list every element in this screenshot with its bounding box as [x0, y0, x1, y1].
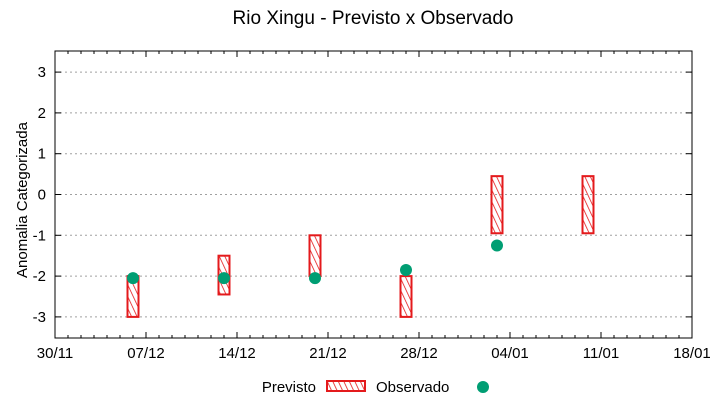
previsto-box [490, 175, 504, 235]
x-tick-label: 21/12 [309, 345, 347, 362]
x-tick-label: 30/11 [37, 345, 73, 362]
x-tick-label: 11/01 [583, 345, 619, 362]
y-axis-label: Anomalia Categorizada [14, 121, 31, 278]
previsto-series [126, 175, 595, 318]
y-tick-label: -2 [33, 268, 46, 285]
observado-point [127, 272, 139, 285]
observado-series [127, 239, 503, 285]
y-tick-label: -1 [33, 227, 46, 244]
x-tick-label: 04/01 [491, 345, 529, 362]
y-tick-label: 1 [38, 146, 46, 163]
observado-point [309, 272, 321, 285]
x-tick-label: 18/01 [673, 345, 711, 362]
observado-point [400, 263, 412, 276]
legend-previsto-label: Previsto [262, 379, 316, 396]
legend-observado-label: Observado [376, 379, 449, 396]
x-axis: 30/11 07/12 14/12 21/12 28/12 04/01 11/01 18/01 [37, 51, 711, 362]
previsto-box [308, 234, 322, 278]
y-tick-label: 0 [38, 187, 46, 204]
previsto-box [581, 175, 595, 235]
y-tick-label: 3 [38, 64, 46, 81]
previsto-box [399, 275, 413, 318]
observado-point [491, 239, 503, 252]
y-tick-label: 2 [38, 105, 46, 122]
x-tick-label: 28/12 [400, 345, 438, 362]
x-tick-label: 07/12 [127, 345, 165, 362]
chart-title: Rio Xingu - Previsto x Observado [232, 8, 514, 29]
legend-previsto-swatch [326, 380, 366, 392]
observado-point [218, 272, 230, 285]
x-tick-label: 14/12 [218, 345, 256, 362]
legend-observado-marker [477, 381, 489, 393]
y-tick-label: -3 [33, 309, 46, 326]
grid-lines [55, 71, 692, 318]
legend: Previsto Observado [262, 379, 489, 396]
y-axis: 3 2 1 0 -1 -2 -3 [33, 64, 692, 326]
